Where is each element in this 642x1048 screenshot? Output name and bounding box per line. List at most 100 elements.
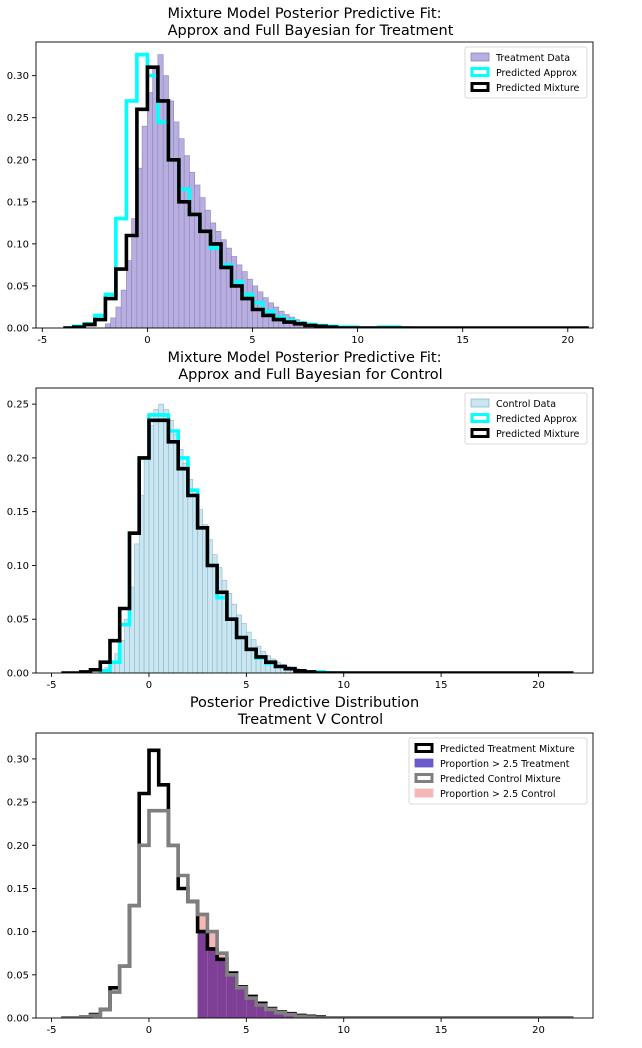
proportion-bar: [236, 986, 247, 1018]
x-tick-label: 0: [144, 335, 150, 346]
legend-label: Control Data: [496, 399, 556, 410]
legend-swatch: [470, 428, 490, 438]
y-tick-label: 0.10: [7, 561, 29, 572]
y-tick-label: 0.10: [7, 927, 29, 938]
hist-bar: [153, 409, 160, 673]
x-tick-label: 20: [561, 335, 574, 346]
y-tick-label: 0.30: [7, 71, 29, 82]
legend-swatch: [414, 743, 434, 753]
hist-bar: [120, 289, 127, 328]
chart-3: Posterior Predictive DistributionTreatme…: [7, 695, 594, 1036]
plot-area: [61, 403, 574, 673]
proportion-bar: [217, 959, 227, 1018]
axes-frame: [35, 732, 594, 1019]
proportion-bar: [246, 996, 256, 1018]
legend: Predicted Treatment Mixture Proportion > …: [408, 737, 588, 805]
proportion-bar: [197, 931, 208, 1018]
chart-title-line: Mixture Model Posterior Predictive Fit:: [168, 6, 442, 22]
hist-bar: [173, 121, 180, 328]
legend: Control Data Predicted Approx Predicted Mi…: [464, 392, 588, 445]
legend-label: Predicted Mixture: [496, 83, 580, 94]
x-tick-label: 10: [337, 1025, 350, 1036]
proportion-bar: [265, 1008, 276, 1018]
y-tick-label: 0.30: [7, 754, 29, 765]
legend-label: Predicted Treatment Mixture: [440, 744, 575, 755]
x-tick-label: 15: [435, 680, 448, 691]
hist-bar: [204, 209, 211, 328]
y-tick-label: 0.15: [7, 884, 29, 895]
chart-1: Mixture Model Posterior Predictive Fit:A…: [7, 6, 594, 346]
x-tick-label: 10: [337, 680, 350, 691]
hist-bar: [163, 409, 169, 673]
axes-frame: [35, 41, 594, 329]
hist-bar: [148, 425, 155, 673]
y-tick-label: 0.05: [7, 615, 29, 626]
hist-bar: [158, 403, 164, 673]
x-tick-label: 10: [351, 335, 364, 346]
proportion-bar: [207, 948, 218, 1018]
x-tick-label: 20: [532, 680, 545, 691]
legend-box: [464, 392, 588, 445]
y-tick-label: 0.25: [7, 400, 29, 411]
axes-frame: [35, 387, 594, 674]
y-tick-label: 0.20: [7, 453, 29, 464]
legend-swatch: [414, 773, 434, 783]
hist-bar: [225, 247, 232, 328]
y-tick-label: 0.20: [7, 841, 29, 852]
y-tick-label: 0.10: [7, 239, 29, 250]
x-tick-label: -5: [47, 680, 57, 691]
chart-title-line: Treatment V Control: [237, 712, 383, 728]
x-tick-label: 5: [249, 335, 255, 346]
x-tick-label: 15: [456, 335, 469, 346]
chart-2: Mixture Model Posterior Predictive Fit:A…: [7, 350, 594, 691]
hist-bar: [134, 543, 140, 673]
legend-label: Treatment Data: [495, 53, 570, 64]
legend-box: [464, 46, 588, 99]
legend-label: Predicted Approx: [496, 68, 577, 79]
legend-label: Predicted Control Mixture: [440, 774, 561, 785]
y-tick-label: 0.05: [7, 281, 29, 292]
plot-area: [61, 748, 574, 1018]
hist-bar: [147, 92, 153, 328]
hist-bar: [187, 479, 194, 673]
step-line-2: [63, 65, 589, 328]
x-tick-label: 0: [146, 1025, 152, 1036]
x-tick-label: 5: [243, 1025, 249, 1036]
legend: Treatment Data Predicted Approx Predicted …: [464, 46, 588, 99]
plot-area: [63, 52, 589, 328]
legend-swatch: [414, 758, 434, 768]
step-line-2: [61, 418, 574, 673]
y-tick-label: 0.15: [7, 507, 29, 518]
chart-title-line: Approx and Full Bayesian for Control: [178, 367, 442, 383]
chart-title-line: Approx and Full Bayesian for Treatment: [168, 23, 454, 39]
legend-swatch: [470, 67, 490, 77]
y-tick-label: 0.05: [7, 970, 29, 981]
legend-swatch: [470, 52, 490, 62]
legend-swatch: [414, 788, 434, 798]
hist-bar: [110, 317, 117, 328]
x-tick-label: -5: [37, 335, 47, 346]
proportion-bar: [275, 1012, 286, 1018]
y-tick-label: 0.00: [7, 1014, 29, 1025]
y-tick-label: 0.25: [7, 113, 29, 124]
y-tick-label: 0.20: [7, 155, 29, 166]
chart-title-line: Posterior Predictive Distribution: [190, 695, 419, 711]
hist-bar: [194, 184, 201, 328]
x-tick-label: 0: [146, 680, 152, 691]
x-tick-label: 5: [243, 680, 249, 691]
x-tick-label: 20: [532, 1025, 545, 1036]
hist-bar: [115, 306, 122, 328]
hist-bar: [105, 323, 112, 328]
y-tick-label: 0.25: [7, 798, 29, 809]
x-tick-label: 15: [435, 1025, 448, 1036]
legend-swatch: [470, 82, 490, 92]
hist-bar: [197, 509, 203, 673]
hist-bar: [183, 155, 190, 328]
y-tick-label: 0.00: [7, 669, 29, 680]
proportion-bar: [256, 1003, 266, 1018]
proportion-bar: [226, 973, 237, 1018]
x-tick-label: -5: [47, 1025, 57, 1036]
hist-bar: [141, 125, 148, 328]
hist-bar: [124, 618, 130, 673]
